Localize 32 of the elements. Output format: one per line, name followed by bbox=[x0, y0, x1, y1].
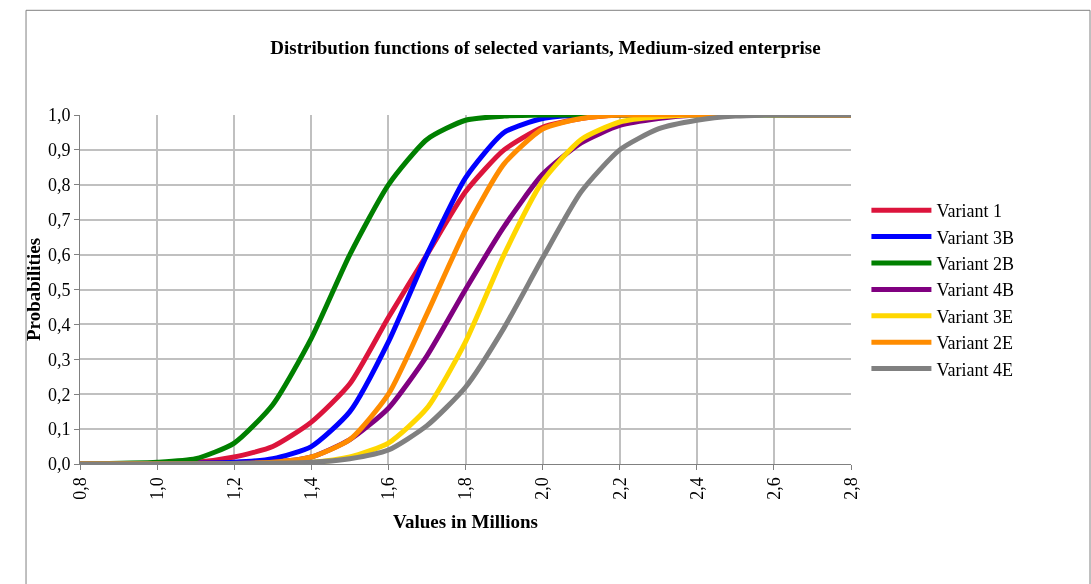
y-tick-label: 0,8 bbox=[47, 175, 71, 196]
x-tick-label: 2,0 bbox=[532, 477, 553, 500]
legend-label: Variant 3B bbox=[936, 227, 1014, 248]
legend-label: Variant 1 bbox=[936, 201, 1002, 222]
y-tick-label: 0,9 bbox=[47, 140, 71, 161]
y-tick-label: 0,5 bbox=[47, 279, 71, 300]
y-tick-label: 1,0 bbox=[47, 105, 71, 126]
y-tick-label: 0,3 bbox=[47, 349, 71, 370]
y-tick-label: 0,2 bbox=[47, 384, 71, 405]
x-tick-label: 1,8 bbox=[455, 477, 476, 500]
x-tick-label: 2,4 bbox=[686, 477, 707, 500]
x-tick-label: 1,4 bbox=[301, 477, 322, 500]
x-tick-label: 1,6 bbox=[378, 477, 399, 500]
y-tick-label: 0,1 bbox=[47, 419, 71, 440]
legend-label: Variant 4B bbox=[936, 280, 1014, 301]
x-axis-title: Values in Millions bbox=[392, 510, 539, 532]
legend-label: Variant 4E bbox=[936, 359, 1013, 380]
x-tick-label: 2,2 bbox=[609, 477, 630, 500]
x-tick-label: 1,0 bbox=[146, 477, 167, 500]
legend-label: Variant 3E bbox=[936, 306, 1013, 327]
x-tick-label: 2,6 bbox=[763, 477, 784, 500]
legend-label: Variant 2E bbox=[936, 333, 1013, 354]
x-tick-label: 2,8 bbox=[840, 477, 861, 500]
y-tick-label: 0,0 bbox=[47, 454, 71, 475]
chart-title: Distribution functions of selected variants, Medium-sized enterprise bbox=[270, 37, 821, 59]
x-tick-label: 0,8 bbox=[69, 477, 90, 500]
y-tick-label: 0,7 bbox=[47, 210, 71, 230]
x-tick-label: 1,2 bbox=[224, 477, 245, 500]
y-tick-label: 0,6 bbox=[47, 244, 71, 265]
y-axis-title: Probabilities bbox=[22, 237, 44, 342]
legend-label: Variant 2B bbox=[936, 254, 1014, 275]
y-tick-label: 0,4 bbox=[47, 314, 71, 335]
